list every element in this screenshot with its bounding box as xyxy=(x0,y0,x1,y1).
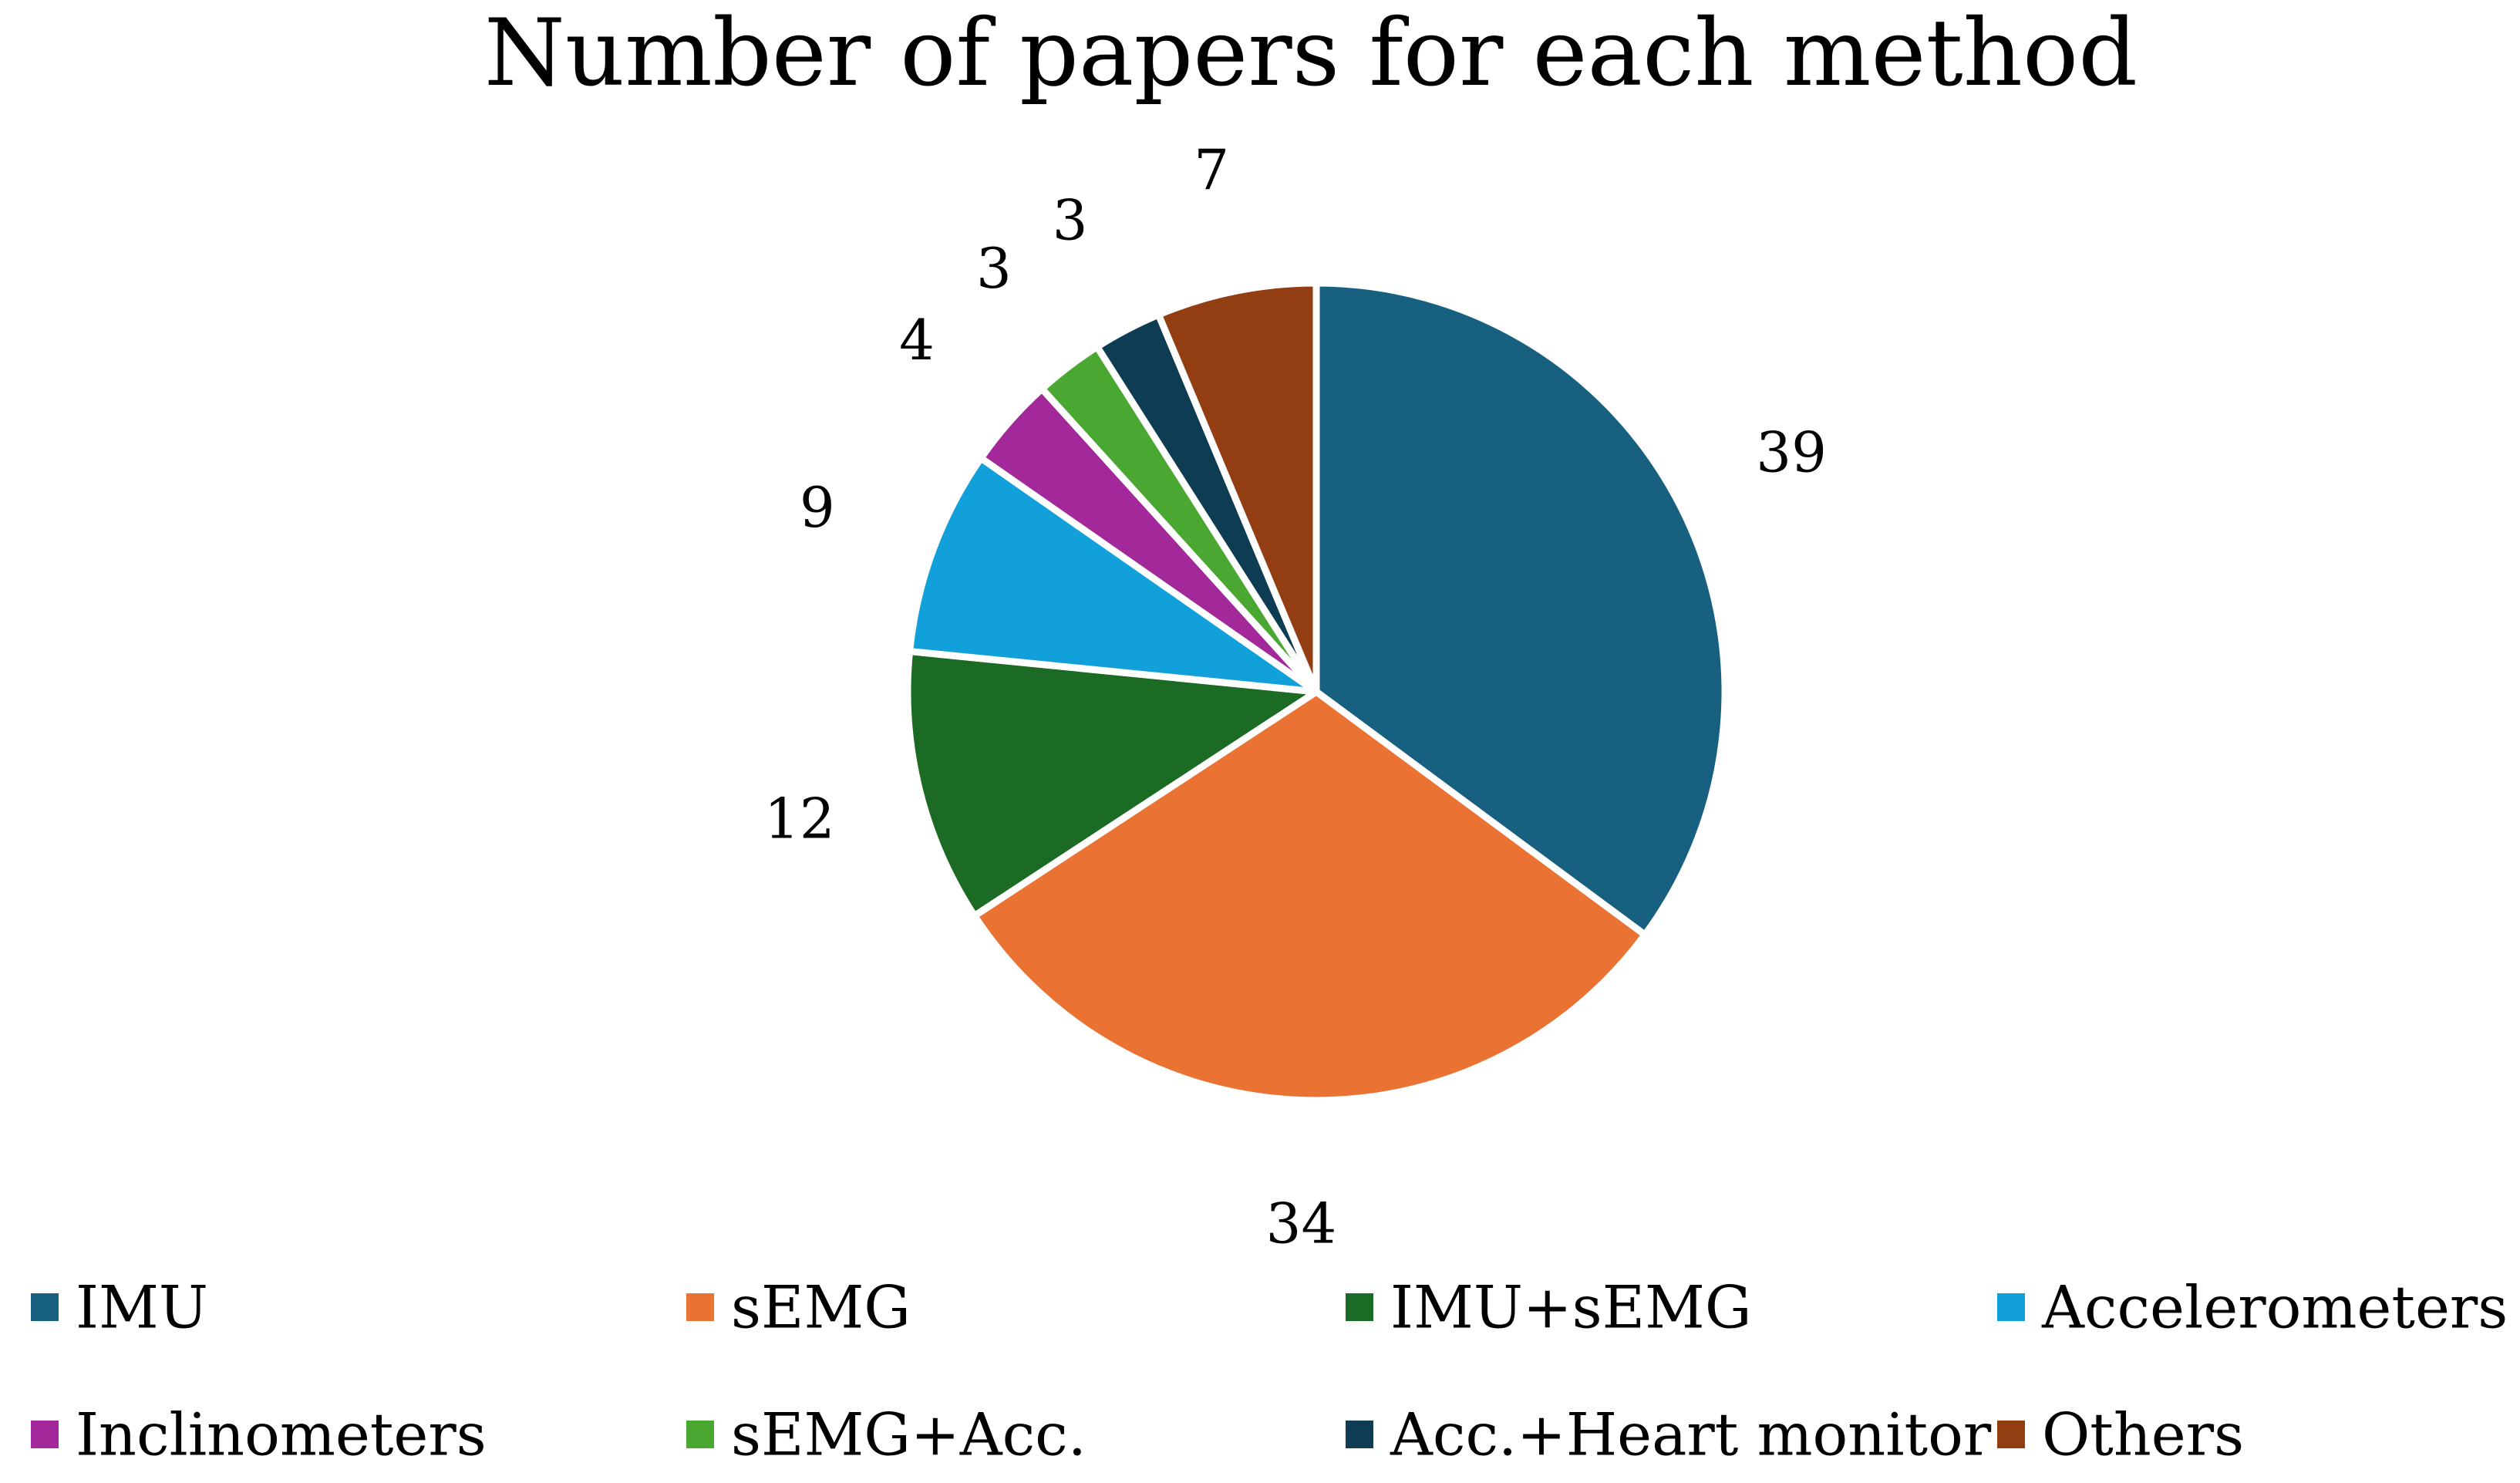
data-label-acc-heart-monitor: 3 xyxy=(1053,187,1088,252)
data-label-imu: 39 xyxy=(1756,420,1827,484)
pie-slices xyxy=(904,279,1729,1104)
chart-title: Number of papers for each method xyxy=(484,0,2138,107)
legend-marker-semg-acc xyxy=(686,1421,714,1448)
legend-label-semg: sEMG xyxy=(731,1273,911,1342)
data-label-semg: 34 xyxy=(1266,1191,1337,1256)
data-label-accelerometers: 9 xyxy=(800,475,835,540)
pie-slice-semg xyxy=(971,688,1649,1104)
legend-label-inclinometers: Inclinometers xyxy=(76,1400,487,1469)
legend-label-accelerometers: Accelerometers xyxy=(2041,1273,2508,1342)
data-label-others: 7 xyxy=(1194,137,1229,202)
pie-slice-others xyxy=(1154,279,1320,696)
legend-label-imu-semg: IMU+sEMG xyxy=(1390,1273,1752,1342)
legend-marker-acc-heart-monitor xyxy=(1346,1421,1373,1448)
legend-label-imu: IMU xyxy=(76,1273,208,1342)
legend-marker-others xyxy=(1997,1421,2025,1448)
legend-marker-semg xyxy=(686,1293,714,1321)
data-label-inclinometers: 4 xyxy=(899,308,935,372)
data-label-semg-acc: 3 xyxy=(976,236,1012,301)
legend-marker-inclinometers xyxy=(31,1421,59,1448)
legend-marker-imu xyxy=(31,1293,59,1321)
legend: IMU sEMG IMU+sEMG Accelerometers Inclinomete… xyxy=(31,1273,2508,1469)
pie-slice-imu xyxy=(1312,279,1729,939)
legend-label-acc-heart-monitor: Acc.+Heart monitor xyxy=(1390,1400,1992,1469)
legend-label-semg-acc: sEMG+Acc. xyxy=(731,1400,1086,1469)
pie-slice-accelerometers xyxy=(906,454,1320,696)
pie-slice-imu-semg xyxy=(904,648,1320,920)
legend-label-others: Others xyxy=(2042,1400,2244,1469)
legend-marker-accelerometers xyxy=(1997,1293,2025,1321)
legend-marker-imu-semg xyxy=(1346,1293,1373,1321)
data-label-imu-semg: 12 xyxy=(764,786,835,851)
